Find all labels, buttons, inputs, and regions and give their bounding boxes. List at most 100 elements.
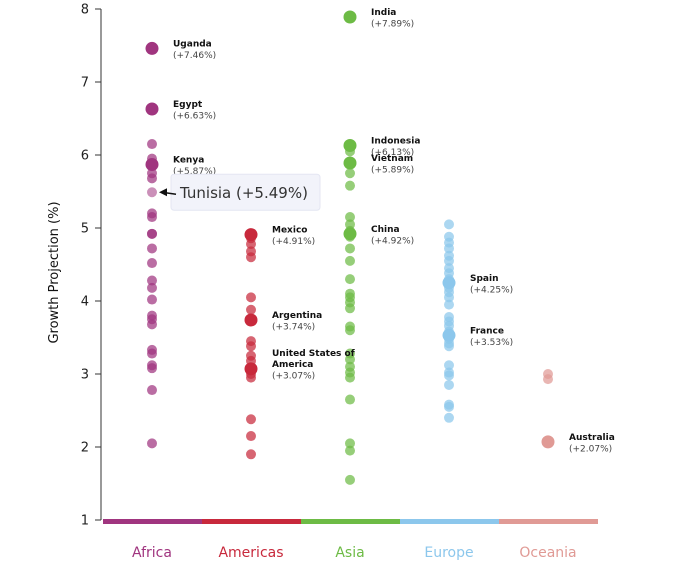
category-bar-americas bbox=[202, 519, 301, 524]
data-point bbox=[343, 156, 357, 170]
data-point bbox=[345, 325, 355, 336]
data-point bbox=[345, 180, 355, 191]
data-point bbox=[444, 341, 454, 352]
category-bar-asia bbox=[301, 519, 400, 524]
point-label-value: (+6.63%) bbox=[173, 112, 216, 122]
tooltip-box bbox=[170, 173, 321, 211]
data-point bbox=[345, 274, 355, 285]
point-label-name: France bbox=[470, 326, 504, 336]
data-point bbox=[147, 348, 157, 359]
data-point bbox=[147, 282, 157, 293]
data-point bbox=[345, 255, 355, 266]
data-point bbox=[147, 258, 157, 269]
data-point bbox=[345, 474, 355, 485]
point-label-value: (+4.91%) bbox=[272, 237, 315, 247]
point-label-value: (+5.87%) bbox=[173, 167, 216, 177]
data-point bbox=[444, 292, 454, 303]
point-label-name: China bbox=[371, 225, 400, 235]
data-point bbox=[543, 374, 553, 385]
data-point bbox=[147, 173, 157, 184]
point-label-name: Spain bbox=[470, 274, 499, 284]
data-point bbox=[147, 363, 157, 374]
data-point bbox=[444, 370, 454, 381]
y-tick-label: 2 bbox=[81, 441, 89, 456]
category-labels: Africa Americas Asia Europe Oceania bbox=[132, 545, 577, 561]
y-axis-title: Growth Projection (%) bbox=[47, 201, 62, 343]
data-point bbox=[345, 394, 355, 405]
data-point bbox=[145, 41, 159, 55]
data-point bbox=[444, 243, 454, 254]
data-point bbox=[246, 431, 256, 442]
point-label-value: (+5.89%) bbox=[371, 166, 414, 176]
data-point bbox=[345, 243, 355, 254]
data-point bbox=[147, 139, 157, 150]
point-label-value: (+6.13%) bbox=[371, 148, 414, 158]
category-bar-oceania bbox=[499, 519, 598, 524]
point-label-name: India bbox=[371, 8, 396, 18]
point-label-name: Vietnam bbox=[371, 154, 413, 164]
data-points bbox=[145, 10, 555, 485]
data-point bbox=[345, 146, 355, 157]
data-point bbox=[246, 372, 256, 383]
category-label-europe: Europe bbox=[424, 545, 473, 561]
y-tick-label: 4 bbox=[81, 295, 89, 310]
y-tick-label: 7 bbox=[81, 76, 89, 91]
point-label-name: Uganda bbox=[173, 39, 212, 49]
y-tick-label: 1 bbox=[81, 514, 89, 529]
y-tick-label: 6 bbox=[81, 149, 89, 164]
y-tick-label: 8 bbox=[81, 3, 89, 18]
data-point bbox=[345, 231, 355, 242]
point-label-value: (+4.92%) bbox=[371, 236, 414, 246]
point-label-name: United States of bbox=[272, 349, 355, 359]
category-bars bbox=[103, 519, 598, 524]
point-label-name: Mexico bbox=[272, 226, 307, 236]
data-point bbox=[444, 299, 454, 310]
data-point bbox=[345, 303, 355, 314]
data-point bbox=[147, 385, 157, 396]
data-point bbox=[345, 372, 355, 383]
data-point bbox=[444, 219, 454, 230]
point-label-name: Egypt bbox=[173, 100, 203, 110]
data-point bbox=[147, 438, 157, 449]
data-point bbox=[147, 212, 157, 223]
point-label-name: Argentina bbox=[272, 311, 322, 321]
data-point bbox=[444, 412, 454, 423]
data-point bbox=[246, 292, 256, 303]
y-tick-label: 3 bbox=[81, 368, 89, 383]
data-point bbox=[345, 354, 355, 365]
data-point bbox=[246, 239, 256, 250]
data-point bbox=[246, 449, 256, 460]
data-point bbox=[244, 313, 258, 327]
data-point bbox=[246, 252, 256, 263]
data-point bbox=[345, 438, 355, 449]
point-labels: Uganda (+7.46%) Egypt (+6.63%) Kenya (+5.87%)… bbox=[173, 8, 615, 454]
data-point bbox=[147, 275, 157, 286]
point-label-value: (+3.74%) bbox=[272, 322, 315, 332]
data-point bbox=[345, 445, 355, 456]
data-point bbox=[147, 228, 157, 239]
point-label-name: Kenya bbox=[173, 155, 204, 165]
data-point bbox=[147, 294, 157, 305]
point-label-value: (+3.07%) bbox=[272, 371, 315, 381]
point-label-value: (+2.07%) bbox=[569, 444, 612, 454]
point-label-value: (+7.89%) bbox=[371, 20, 414, 30]
tooltip-arrow-head bbox=[159, 188, 167, 197]
data-point bbox=[145, 157, 159, 171]
y-tick-label: 5 bbox=[81, 222, 89, 237]
data-point bbox=[246, 414, 256, 425]
data-point bbox=[345, 168, 355, 179]
category-bar-europe bbox=[400, 519, 499, 524]
data-point bbox=[147, 319, 157, 330]
data-point bbox=[541, 435, 555, 449]
data-point bbox=[246, 341, 256, 352]
data-point bbox=[145, 102, 159, 116]
tooltip-text: Tunisia (+5.49%) bbox=[179, 184, 308, 202]
point-label-value: (+4.25%) bbox=[470, 285, 513, 295]
category-label-asia: Asia bbox=[335, 545, 364, 561]
data-point bbox=[147, 187, 157, 198]
point-label-name: Indonesia bbox=[371, 137, 420, 147]
point-label-name: America bbox=[272, 360, 313, 370]
category-bar-africa bbox=[103, 519, 202, 524]
point-label-value: (+7.46%) bbox=[173, 51, 216, 61]
